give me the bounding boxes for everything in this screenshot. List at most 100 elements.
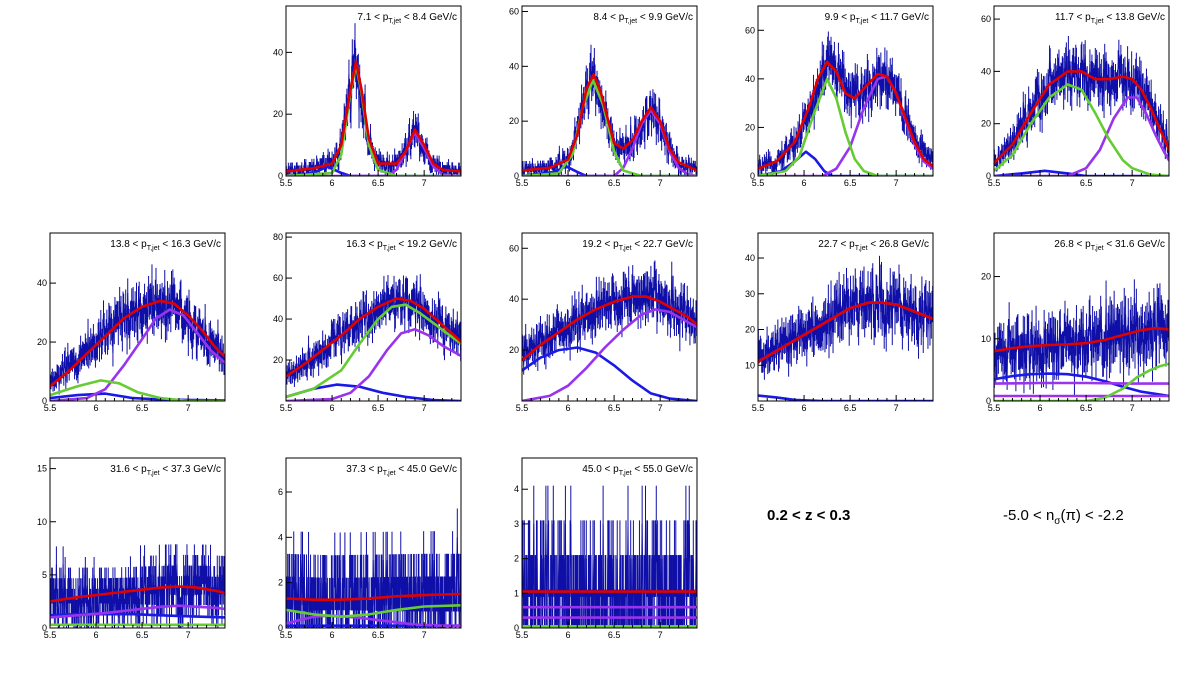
data-histogram xyxy=(994,298,1169,378)
y-tick-label: 30 xyxy=(745,289,755,299)
x-tick-label: 6.5 xyxy=(136,630,149,640)
panel-title-suffix: < 11.7 GeV/c xyxy=(868,12,929,23)
panel-title: 26.8 < pT,jet < 31.6 GeV/c xyxy=(1054,239,1165,252)
y-tick-label: 40 xyxy=(273,47,283,57)
panel-title: 8.4 < pT,jet < 9.9 GeV/c xyxy=(593,12,693,25)
fit-curve-purple-fit xyxy=(994,96,1169,176)
y-tick-label: 20 xyxy=(981,119,991,129)
fit-curve-green-fit xyxy=(286,303,461,399)
x-tick-label: 6 xyxy=(330,630,335,640)
chart-panel-9: 5.5 6 6.5 7 0 10 20 26.8 < pT,jet < 31.6 GeV/c xyxy=(981,232,1170,413)
y-tick-label: 60 xyxy=(273,273,283,283)
y-tick-label: 0 xyxy=(986,171,991,181)
x-tick-label: 6 xyxy=(1038,178,1043,188)
x-tick-label: 5.5 xyxy=(988,403,1001,413)
nsigma-prefix: -5.0 < n xyxy=(1003,507,1055,524)
x-tick-label: 7 xyxy=(422,403,427,413)
y-tick-label: 2 xyxy=(514,554,519,564)
y-tick-label: 1 xyxy=(514,588,519,598)
y-tick-label: 4 xyxy=(514,484,519,494)
panel-title: 7.1 < pT,jet < 8.4 GeV/c xyxy=(357,12,457,25)
chart-panel-11: 5.5 6 6.5 7 0 2 4 6 37.3 < pT,jet < 45.0 GeV/c xyxy=(278,457,462,640)
x-tick-label: 6.5 xyxy=(372,178,385,188)
fit-curve-green-fit xyxy=(994,83,1169,176)
data-points xyxy=(994,36,1169,172)
plot-frame xyxy=(757,232,934,402)
fit-curve-purple-fit xyxy=(522,308,697,401)
x-tick-label: 6.5 xyxy=(844,403,857,413)
fit-curve-green-fit xyxy=(758,77,933,176)
chart-panel-10: 5.5 6 6.5 7 0 5 10 15 31.6 < pT,jet < 37.3 GeV/c xyxy=(37,457,226,640)
x-tick-label: 6 xyxy=(566,403,571,413)
y-tick-label: 20 xyxy=(37,337,47,347)
panel-title-prefix: 26.8 < p xyxy=(1054,239,1091,250)
y-tick-label: 0 xyxy=(750,171,755,181)
panel-title-prefix: 11.7 < p xyxy=(1055,12,1091,23)
data-histogram xyxy=(758,272,933,369)
panel-title-suffix: < 31.6 GeV/c xyxy=(1104,239,1165,250)
panel-title-subscript: T,jet xyxy=(619,470,632,477)
y-tick-label: 40 xyxy=(37,278,47,288)
y-tick-label: 0 xyxy=(986,396,991,406)
y-tick-label: 2 xyxy=(278,578,283,588)
panel-title-prefix: 9.9 < p xyxy=(825,12,856,23)
y-tick-label: 40 xyxy=(745,253,755,263)
panel-title-prefix: 13.8 < p xyxy=(110,239,147,250)
x-tick-label: 6 xyxy=(566,178,571,188)
panel-title: 37.3 < pT,jet < 45.0 GeV/c xyxy=(346,464,457,477)
y-tick-label: 60 xyxy=(745,25,755,35)
panel-title-subscript: T,jet xyxy=(147,470,160,477)
y-tick-label: 20 xyxy=(273,109,283,119)
y-tick-label: 0 xyxy=(278,623,283,633)
panel-title-suffix: < 26.8 GeV/c xyxy=(868,239,929,250)
panel-title: 31.6 < pT,jet < 37.3 GeV/c xyxy=(110,464,221,477)
fit-curves xyxy=(50,299,225,401)
fit-curve-total-fit xyxy=(286,297,461,378)
panel-title-prefix: 37.3 < p xyxy=(346,464,383,475)
x-tick-label: 6 xyxy=(566,630,571,640)
plot-frame xyxy=(521,5,698,177)
x-tick-label: 5.5 xyxy=(516,178,529,188)
panel-title-subscript: T,jet xyxy=(619,245,632,252)
fit-curve-total-fit xyxy=(994,326,1169,353)
fit-curves xyxy=(286,297,461,401)
plot-frame xyxy=(285,457,462,629)
nsigma-suffix: (π) < -2.2 xyxy=(1060,507,1124,524)
chart-panel-4: 5.5 6 6.5 7 0 20 40 60 11.7 < pT,jet < 13.8 GeV/… xyxy=(981,5,1170,188)
panel-title-suffix: < 16.3 GeV/c xyxy=(160,239,221,250)
y-tick-label: 0 xyxy=(42,396,47,406)
x-tick-label: 6.5 xyxy=(372,630,385,640)
data-points xyxy=(286,508,461,628)
panel-title-subscript: T,jet xyxy=(383,245,396,252)
x-tick-label: 6.5 xyxy=(372,403,385,413)
x-tick-label: 6 xyxy=(330,178,335,188)
x-tick-label: 6 xyxy=(802,178,807,188)
x-tick-label: 5.5 xyxy=(516,403,529,413)
panel-title: 16.3 < pT,jet < 19.2 GeV/c xyxy=(346,239,457,252)
data-histogram xyxy=(994,50,1169,167)
panel-title-subscript: T,jet xyxy=(1091,245,1104,252)
x-tick-label: 6 xyxy=(330,403,335,413)
x-tick-label: 6.5 xyxy=(1080,403,1093,413)
panel-title-suffix: < 13.8 GeV/c xyxy=(1104,12,1165,23)
chart-panel-12: 5.5 6 6.5 7 0 1 2 3 4 45.0 < pT,jet < 55.0 GeV/c xyxy=(514,457,698,640)
panel-title: 19.2 < pT,jet < 22.7 GeV/c xyxy=(582,239,693,252)
nsigma-range-label: -5.0 < nσ(π) < -2.2 xyxy=(1003,507,1124,527)
y-tick-label: 10 xyxy=(745,360,755,370)
y-tick-label: 3 xyxy=(514,519,519,529)
x-tick-label: 7 xyxy=(186,630,191,640)
panel-title-suffix: < 37.3 GeV/c xyxy=(160,464,221,475)
x-tick-label: 7 xyxy=(658,178,663,188)
y-tick-label: 4 xyxy=(278,532,283,542)
panel-title-suffix: < 45.0 GeV/c xyxy=(396,464,457,475)
chart-panel-2: 5.5 6 6.5 7 0 20 40 60 8.4 < pT,jet < 9.9 GeV/c xyxy=(509,5,698,188)
y-tick-label: 0 xyxy=(514,623,519,633)
panel-title-suffix: < 22.7 GeV/c xyxy=(632,239,693,250)
data-histogram xyxy=(50,563,225,628)
plot-frame xyxy=(521,457,698,629)
y-tick-label: 20 xyxy=(509,116,519,126)
fit-curve-total-fit xyxy=(994,70,1169,165)
panel-title: 9.9 < pT,jet < 11.7 GeV/c xyxy=(825,12,929,25)
x-tick-label: 5.5 xyxy=(280,630,293,640)
